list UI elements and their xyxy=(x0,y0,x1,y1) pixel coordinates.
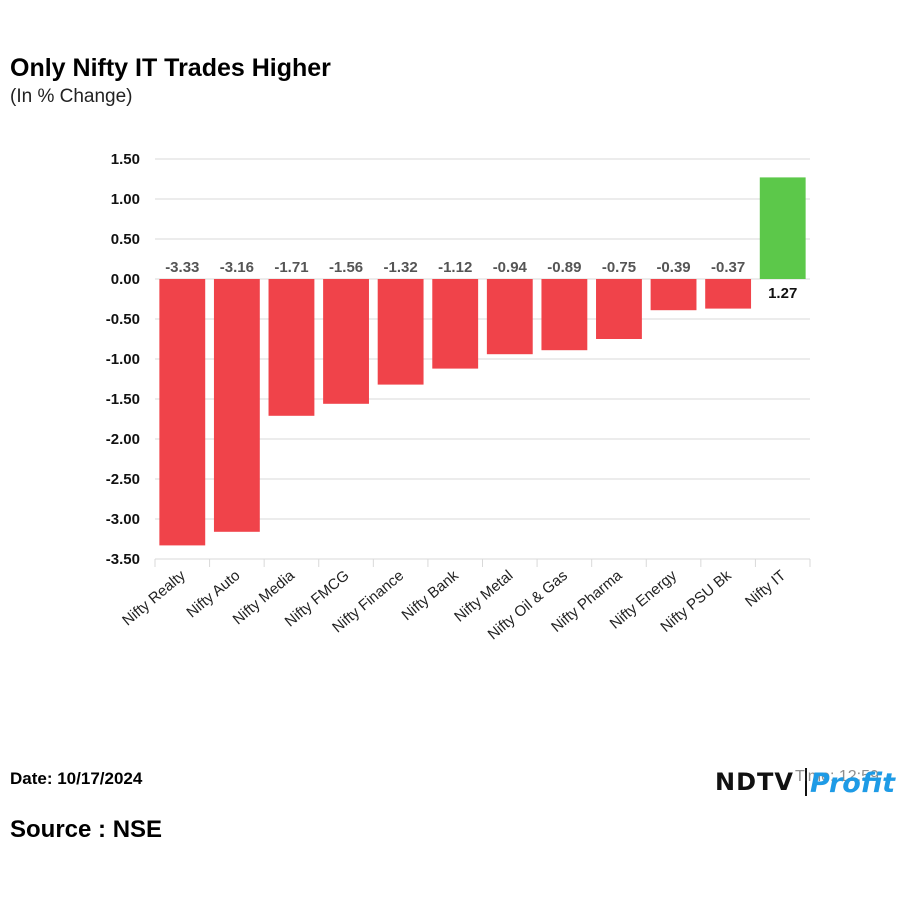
y-tick-label: -3.50 xyxy=(106,551,140,568)
y-tick-label: 0.00 xyxy=(111,271,140,288)
logo-ndtv-text: NDTV xyxy=(715,768,794,796)
y-tick-label: -1.00 xyxy=(106,351,140,368)
bar xyxy=(432,279,479,369)
y-tick-label: -2.50 xyxy=(106,471,140,488)
data-label: -0.75 xyxy=(602,259,636,276)
data-label: -0.37 xyxy=(711,259,745,276)
bar xyxy=(159,279,206,546)
x-tick-label: Nifty Realty xyxy=(119,567,189,630)
x-tick-label: Nifty IT xyxy=(742,567,789,611)
bar xyxy=(213,279,260,532)
bar xyxy=(650,279,697,311)
y-tick-label: 0.50 xyxy=(111,231,140,248)
chart-title: Only Nifty IT Trades Higher xyxy=(10,54,331,82)
bars xyxy=(159,177,806,546)
data-label: -1.12 xyxy=(438,259,472,276)
data-label: -3.33 xyxy=(165,259,199,276)
data-label: -0.39 xyxy=(656,259,690,276)
y-tick-label: -2.00 xyxy=(106,431,140,448)
y-tick-label: -0.50 xyxy=(106,311,140,328)
bar xyxy=(759,177,806,279)
data-label: -0.94 xyxy=(493,259,528,276)
bar xyxy=(596,279,642,339)
ndtv-profit-logo: NDTV Time: 12:59 Profit xyxy=(715,766,895,800)
data-label: -3.16 xyxy=(220,259,254,276)
bar-chart: 1.50 1.00 0.50 0.00 -0.50 -1.00 -1.50 -2.00 -2.5… xyxy=(106,151,811,644)
logo-profit-text: Profit xyxy=(810,768,895,799)
data-label: -1.56 xyxy=(329,259,363,276)
y-tick-label: -1.50 xyxy=(106,391,140,408)
data-label: 1.27 xyxy=(768,285,797,302)
data-label: -0.89 xyxy=(547,259,581,276)
data-label: -1.71 xyxy=(274,259,308,276)
chart-subtitle: (In % Change) xyxy=(10,86,133,107)
logo-divider xyxy=(805,768,807,796)
y-tick-label: 1.00 xyxy=(111,191,140,208)
data-label: -1.32 xyxy=(384,259,418,276)
timestamp-label: Time: 12:59 xyxy=(795,768,879,785)
y-tick-label: 1.50 xyxy=(111,151,140,168)
grid-lines xyxy=(154,158,811,567)
y-tick-label: -3.00 xyxy=(106,511,140,528)
bar xyxy=(323,279,369,404)
bar xyxy=(541,279,588,351)
bar xyxy=(486,279,533,355)
bar xyxy=(268,279,315,416)
data-labels: -3.33 -3.16 -1.71 -1.56 -1.32 -1.12 -0.94 -0.89… xyxy=(165,259,797,302)
date-label: Date: 10/17/2024 xyxy=(10,769,143,788)
source-label: Source : NSE xyxy=(10,816,163,843)
y-axis-ticks: 1.50 1.00 0.50 0.00 -0.50 -1.00 -1.50 -2.00 -2.5… xyxy=(106,151,140,568)
bar xyxy=(705,279,752,309)
bar xyxy=(377,279,424,385)
